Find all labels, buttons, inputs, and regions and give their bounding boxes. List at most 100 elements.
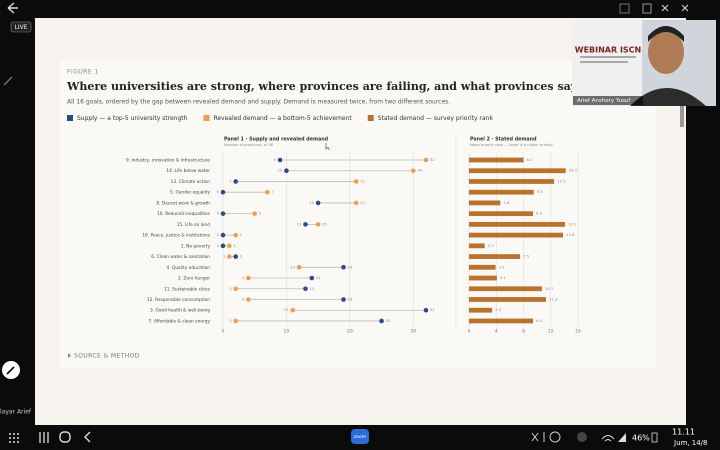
dot — [410, 168, 416, 174]
value-label: 25 — [386, 318, 391, 323]
value-label: 13 — [297, 221, 302, 226]
value-label: 21 — [360, 200, 365, 205]
dot — [353, 179, 359, 184]
value-label: 13 — [309, 286, 314, 291]
category-label: 9. Industry, innovation & infrastructure — [126, 158, 210, 164]
value-label: 32 — [430, 157, 435, 162]
back-button[interactable] — [7, 2, 18, 14]
banner-line — [580, 61, 628, 63]
category-label: 5. Gender equality — [170, 190, 210, 196]
bar — [469, 168, 566, 174]
presenter-hair — [648, 26, 684, 42]
value-label: 2 — [229, 178, 232, 183]
category-label: 12. Responsible consumption — [147, 297, 210, 303]
dot — [309, 275, 315, 281]
value-label: 2.3 — [488, 243, 495, 248]
legend-swatch — [367, 115, 374, 121]
value-label: 13.8 — [566, 232, 575, 237]
dot — [220, 189, 226, 195]
chart-subtitle: All 16 goals, ordered by the gap between… — [67, 99, 450, 106]
recents-button[interactable] — [39, 432, 49, 443]
value-label: 30 — [417, 168, 422, 173]
category-label: 2. Zero hunger — [178, 276, 210, 282]
bar — [469, 211, 534, 217]
value-label: 14.2 — [569, 168, 578, 173]
value-label: 4 — [242, 275, 245, 280]
category-label: 16. Peace, justice & institutions — [142, 233, 210, 239]
wifi-icon — [601, 435, 615, 442]
notification-icon — [577, 432, 587, 442]
dot — [315, 200, 321, 206]
value-label: 0 — [217, 211, 220, 216]
dot — [227, 254, 232, 259]
value-label: 15 — [322, 221, 327, 226]
x2-tick-label: 16 — [575, 329, 581, 335]
dot — [233, 232, 238, 238]
dot — [290, 307, 296, 313]
pen-icon[interactable] — [3, 76, 13, 86]
back-nav-button[interactable] — [84, 431, 91, 443]
bar — [469, 189, 534, 195]
dot — [353, 200, 359, 206]
value-label: 21 — [360, 178, 365, 183]
zoom-button[interactable] — [351, 429, 369, 444]
value-label: 9.5 — [537, 189, 544, 194]
value-label: 12.5 — [557, 178, 566, 183]
legend-label: Supply — a top-5 university strength — [77, 115, 188, 122]
share-icon[interactable] — [642, 3, 652, 14]
value-label: 2 — [240, 254, 243, 259]
value-label: 9.4 — [536, 318, 543, 323]
dot — [220, 211, 226, 216]
scrollbar — [680, 105, 684, 127]
category-label: 14. Life below water — [166, 168, 210, 174]
disclosure-arrow[interactable] — [68, 353, 71, 358]
x2-tick-label: 4 — [495, 329, 498, 335]
x2-tick-label: 12 — [548, 329, 554, 335]
category-label: 15. Life on land — [177, 222, 211, 228]
value-label: 11.3 — [549, 296, 558, 301]
presenter-body — [630, 88, 706, 106]
home-button[interactable] — [59, 431, 71, 443]
value-label: 14.1 — [568, 221, 577, 226]
value-label: 3.4 — [495, 307, 502, 312]
value-label: 7 — [271, 189, 274, 194]
webinar-title: WEBINAR ISCN — [575, 46, 642, 55]
value-label: 1 — [223, 254, 226, 259]
bar — [469, 221, 566, 227]
zoom-label: zoom — [354, 435, 366, 440]
category-label: 1. No poverty — [181, 243, 211, 249]
value-label: 10.7 — [545, 286, 554, 291]
value-label: 1 — [233, 243, 236, 248]
value-label: 12 — [290, 264, 295, 269]
value-label: 2 — [229, 286, 232, 291]
apps-button[interactable] — [9, 433, 19, 443]
close-icons[interactable] — [661, 4, 689, 12]
dot — [227, 243, 232, 249]
dot — [277, 157, 283, 163]
category-label: 7. Affordable & clean energy — [148, 318, 210, 324]
value-label: 5 — [259, 211, 262, 216]
panel2-title: Panel 2 · Stated demand — [470, 137, 537, 143]
value-label: 8.0 — [527, 157, 534, 162]
legend-label: Stated demand — survey priority rank — [378, 115, 494, 122]
clock: 11.11 — [672, 428, 695, 437]
figure-card — [60, 60, 656, 368]
value-label: 3.9 — [499, 264, 506, 269]
date: Jum, 14/8 — [673, 439, 708, 447]
dot — [233, 254, 238, 259]
dot — [341, 297, 346, 302]
window-icon[interactable] — [619, 3, 630, 14]
legend-label: Revealed demand — a bottom-5 achievement — [213, 115, 352, 122]
value-label: 19 — [348, 264, 353, 269]
x-tick-label: 20 — [347, 329, 353, 335]
screen-share-label: layar Arief — [0, 409, 32, 416]
legend-swatch — [67, 115, 73, 121]
dot — [233, 318, 238, 324]
source-toggle[interactable]: SOURCE & METHOD — [74, 353, 140, 360]
bar — [469, 264, 496, 270]
bar — [469, 286, 542, 292]
bar — [469, 243, 485, 249]
category-label: 13. Climate action — [171, 179, 211, 185]
x-tick-label: 30 — [410, 329, 416, 335]
category-label: 4. Quality education — [166, 265, 210, 271]
